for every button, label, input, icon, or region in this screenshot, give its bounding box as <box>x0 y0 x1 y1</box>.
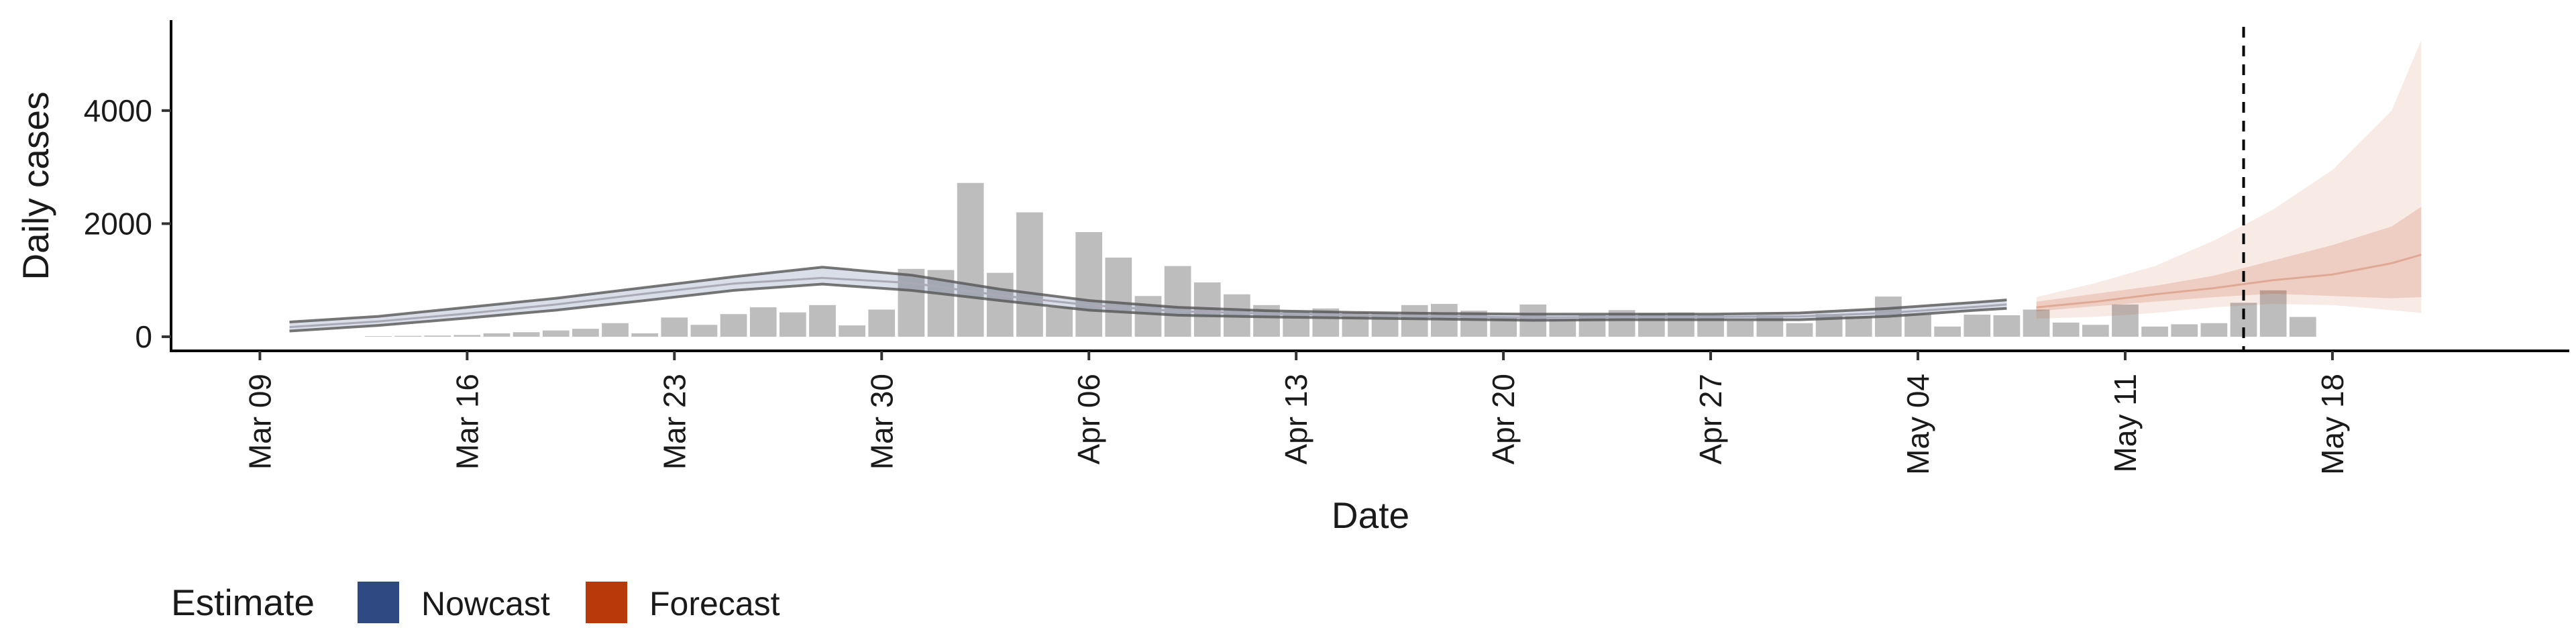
case-bar <box>2289 317 2316 337</box>
x-tick-label: Mar 23 <box>657 374 692 470</box>
case-bar <box>1164 266 1191 337</box>
case-bar <box>1342 312 1369 337</box>
case-bar <box>1075 232 1103 337</box>
case-bar <box>839 325 865 337</box>
case-bar <box>1993 315 2021 337</box>
case-bar <box>1727 321 1754 337</box>
case-bar <box>957 182 984 337</box>
case-bar <box>542 330 570 337</box>
case-bar <box>602 323 629 337</box>
x-axis-ticks: Mar 09 Mar 16 Mar 23 Mar 30 Apr 06 Apr 13 Apr … <box>242 351 2350 475</box>
forecast-median-line <box>2036 254 2422 309</box>
x-tick-label: May 04 <box>1900 374 1935 475</box>
case-bar <box>513 332 540 337</box>
case-bar <box>394 335 421 337</box>
case-bar <box>779 312 806 337</box>
legend-label-forecast: Forecast <box>649 585 780 623</box>
y-axis-ticks: 0 2000 4000 <box>84 93 171 354</box>
nowcast-median-line <box>289 276 2007 329</box>
case-bar <box>868 309 896 337</box>
case-bar <box>986 272 1014 337</box>
nowcast-upper-line <box>289 266 2007 324</box>
case-bar <box>483 333 511 337</box>
legend-label-nowcast: Nowcast <box>421 585 550 623</box>
x-tick-label: May 11 <box>2108 374 2143 472</box>
x-tick-label: Apr 06 <box>1071 374 1106 465</box>
legend: Estimate Nowcast Forecast <box>171 582 780 623</box>
case-bar <box>1549 319 1576 337</box>
case-bar <box>2082 325 2109 337</box>
case-bar <box>749 307 777 337</box>
nowcast-series <box>289 266 2007 333</box>
y-tick-label: 0 <box>135 319 152 354</box>
x-axis-title: Date <box>1332 494 1409 536</box>
case-bar <box>1904 314 1931 337</box>
x-tick-label: Mar 16 <box>449 374 484 470</box>
y-tick-label: 2000 <box>84 206 152 241</box>
case-bar <box>2259 290 2287 337</box>
case-bar <box>1371 313 1399 337</box>
case-bar <box>453 335 481 337</box>
x-tick-label: Mar 30 <box>864 374 899 470</box>
y-axis-title: Daily cases <box>15 91 56 280</box>
legend-title: Estimate <box>171 582 315 623</box>
case-bar <box>2141 326 2168 337</box>
case-bar <box>2200 323 2228 337</box>
case-bar <box>1134 296 1162 337</box>
case-bar <box>690 325 718 337</box>
case-bar <box>424 335 451 337</box>
case-bar <box>1016 212 1043 337</box>
case-bar <box>1845 316 1872 337</box>
case-bar <box>661 317 688 337</box>
case-bar <box>2171 324 2198 337</box>
case-bar <box>720 314 747 337</box>
forecast-outer-band <box>2036 40 2422 319</box>
case-bar <box>2052 322 2080 337</box>
case-bar <box>2023 309 2050 337</box>
x-tick-label: Apr 27 <box>1693 374 1728 465</box>
case-bar <box>1786 323 1813 337</box>
case-bar <box>2112 304 2139 337</box>
legend-swatch-forecast <box>586 582 627 623</box>
case-bars <box>365 182 2316 337</box>
case-bar <box>365 336 392 337</box>
x-tick-label: Mar 09 <box>242 374 277 470</box>
forecast-series <box>2036 40 2422 319</box>
case-bar <box>1964 315 1991 337</box>
x-tick-label: May 18 <box>2315 374 2350 475</box>
nowcast-lower-line <box>289 282 2007 333</box>
case-bar <box>631 333 659 337</box>
case-bar <box>1401 305 1428 337</box>
case-bar <box>572 329 599 337</box>
x-tick-label: Apr 13 <box>1279 374 1313 465</box>
case-bar <box>1934 326 1962 337</box>
case-bar <box>898 268 925 337</box>
forecast-inner-band <box>2036 207 2422 312</box>
case-bar <box>1105 257 1132 337</box>
legend-swatch-nowcast <box>358 582 399 623</box>
case-bar <box>1046 307 1073 337</box>
x-tick-label: Apr 20 <box>1486 374 1521 465</box>
y-tick-label: 4000 <box>84 93 152 128</box>
case-bar <box>809 305 836 337</box>
